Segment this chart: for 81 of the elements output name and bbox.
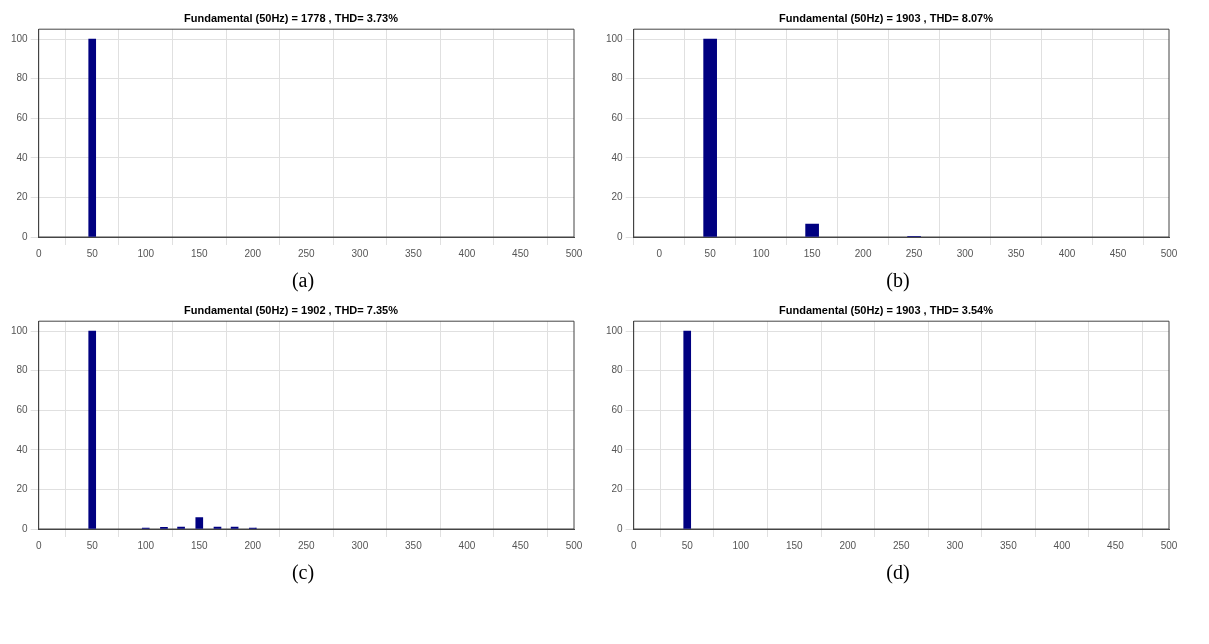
bar	[177, 526, 185, 529]
x-tick-label: 500	[565, 247, 583, 259]
x-tick-label: 300	[351, 247, 369, 259]
y-tick-label: 40	[16, 151, 29, 163]
y-tick-label: 0	[617, 522, 624, 534]
x-tick-label: 500	[1160, 539, 1178, 551]
x-tick-label: 150	[803, 247, 821, 259]
bar	[805, 223, 819, 237]
x-tick-label: 150	[190, 539, 209, 551]
x-tick-label: 0	[35, 247, 42, 259]
x-tick-label: 250	[905, 247, 923, 259]
x-tick-label: 50	[86, 247, 99, 259]
x-tick-label: 500	[1160, 247, 1178, 259]
x-tick-label: 100	[752, 247, 770, 259]
x-tick-label: 450	[1109, 247, 1127, 259]
x-tick-label: 150	[190, 247, 209, 259]
x-tick-label: 300	[956, 247, 974, 259]
x-tick-label: 350	[1007, 247, 1025, 259]
y-tick-label: 80	[16, 364, 29, 376]
x-tick-label: 200	[244, 247, 262, 259]
bar	[88, 330, 97, 529]
chart-title: Fundamental (50Hz) = 1778 , THD= 3.73%	[184, 11, 399, 24]
bar	[703, 38, 717, 237]
bar	[195, 517, 204, 529]
y-tick-label: 20	[611, 191, 624, 203]
x-tick-label: 300	[351, 539, 369, 551]
x-tick-label: 250	[298, 539, 316, 551]
x-tick-label: 400	[458, 539, 476, 551]
x-tick-label: 200	[854, 247, 872, 259]
y-tick-label: 100	[11, 32, 29, 44]
text: (a)	[290, 269, 316, 292]
text: (d)	[885, 561, 911, 584]
chart-title: Fundamental (50Hz) = 1903 , THD= 3.54%	[779, 303, 994, 316]
y-tick-label: 60	[16, 404, 29, 416]
x-tick-label: 250	[298, 247, 316, 259]
y-tick-label: 100	[606, 32, 624, 44]
x-tick-label: 450	[512, 539, 530, 551]
y-tick-label: 100	[11, 324, 29, 336]
y-tick-label: 20	[611, 483, 624, 495]
x-tick-label: 500	[565, 539, 583, 551]
x-tick-label: 50	[86, 539, 99, 551]
x-tick-label: 100	[732, 539, 750, 551]
text: (c)	[290, 561, 316, 584]
x-tick-label: 450	[512, 247, 530, 259]
x-tick-label: 0	[35, 539, 42, 551]
y-tick-label: 40	[16, 443, 29, 455]
x-tick-label: 350	[1000, 539, 1018, 551]
y-tick-label: 0	[22, 230, 29, 242]
x-tick-label: 0	[656, 247, 663, 259]
x-tick-label: 400	[1058, 247, 1076, 259]
y-tick-label: 0	[617, 230, 624, 242]
chart-title: Fundamental (50Hz) = 1903 , THD= 8.07%	[779, 11, 994, 24]
x-tick-label: 100	[137, 539, 155, 551]
x-tick-label: 400	[1053, 539, 1071, 551]
y-tick-label: 60	[611, 404, 624, 416]
y-tick-label: 80	[611, 364, 624, 376]
y-tick-label: 20	[16, 191, 29, 203]
x-tick-label: 100	[137, 247, 155, 259]
x-tick-label: 400	[458, 247, 476, 259]
chart-title: Fundamental (50Hz) = 1902 , THD= 7.35%	[184, 303, 399, 316]
text: (b)	[885, 269, 911, 292]
x-tick-label: 200	[839, 539, 857, 551]
x-tick-label: 300	[946, 539, 964, 551]
x-tick-label: 450	[1107, 539, 1125, 551]
y-tick-label: 20	[16, 483, 29, 495]
y-tick-label: 0	[22, 522, 29, 534]
x-tick-label: 50	[704, 247, 717, 259]
y-tick-label: 80	[16, 72, 29, 84]
y-tick-label: 100	[606, 324, 624, 336]
x-tick-label: 350	[405, 539, 423, 551]
x-tick-label: 50	[681, 539, 694, 551]
y-tick-label: 60	[16, 112, 29, 124]
y-tick-label: 80	[611, 72, 624, 84]
y-tick-label: 40	[611, 443, 624, 455]
x-tick-label: 350	[405, 247, 423, 259]
x-tick-label: 200	[244, 539, 262, 551]
y-tick-label: 40	[611, 151, 624, 163]
x-tick-label: 250	[893, 539, 911, 551]
x-tick-label: 0	[630, 539, 637, 551]
y-tick-label: 60	[611, 112, 624, 124]
x-tick-label: 150	[785, 539, 804, 551]
